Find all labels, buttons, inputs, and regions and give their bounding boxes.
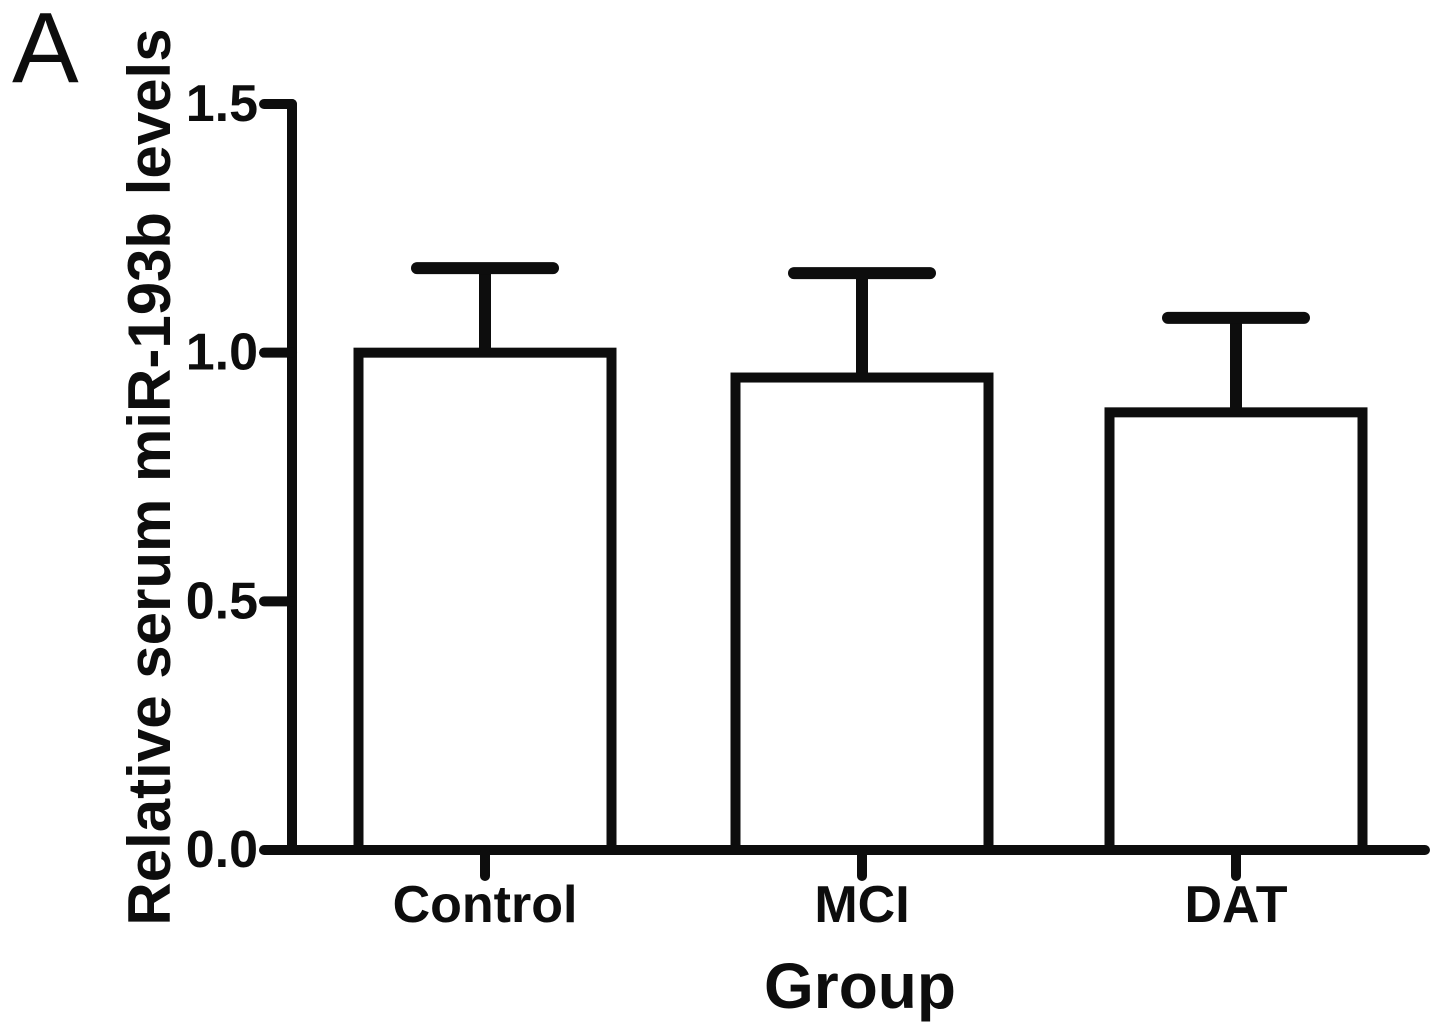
- x-tick-label-dat: DAT: [1184, 876, 1287, 934]
- y-tick-label-0.0: 0.0: [186, 821, 258, 879]
- panel-label: A: [12, 0, 79, 104]
- y-tick-label-0.5: 0.5: [186, 572, 258, 630]
- y-tick-label-1.0: 1.0: [186, 324, 258, 382]
- bar-mci: [730, 372, 994, 855]
- x-tick-label-control: Control: [393, 876, 578, 934]
- x-tick-label-mci: MCI: [814, 876, 909, 934]
- bar-control: [353, 347, 617, 855]
- plot-area: 0.0 0.5 1.0 1.5 Control MCI DAT: [186, 75, 1430, 934]
- y-axis-title: Relative serum miR-193b levels: [116, 28, 183, 925]
- bar-dat: [1104, 407, 1368, 855]
- x-axis-title: Group: [764, 950, 956, 1022]
- y-tick-label-1.5: 1.5: [186, 75, 258, 133]
